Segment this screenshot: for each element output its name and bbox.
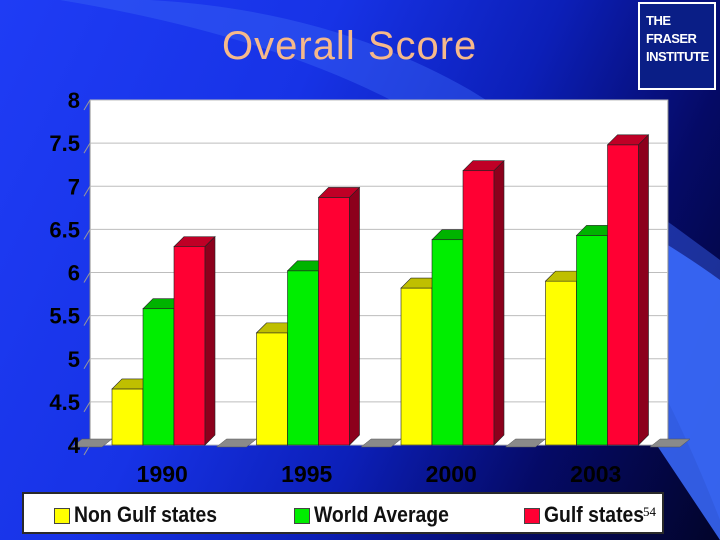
bar-front	[431, 239, 464, 446]
gridline-depth	[83, 142, 91, 154]
fraser-institute-logo: THE FRASER INSTITUTE	[638, 2, 716, 90]
logo-line-2: INSTITUTE	[646, 49, 709, 64]
gridline-depth	[83, 185, 91, 197]
legend-label-world-average: World Average	[314, 502, 449, 527]
y-axis-ticks: 4 4.5 5 5.5 6 6.5 7 7.5 8	[49, 88, 80, 458]
legend-swatch-non-gulf	[54, 508, 70, 524]
bar	[317, 186, 361, 446]
legend-label-gulf: Gulf states	[544, 502, 645, 527]
chart-legend: Non Gulf states World Average Gulf state…	[22, 492, 664, 534]
bars	[111, 134, 650, 446]
x-category-label: 2003	[570, 461, 621, 487]
y-tick-label: 4.5	[49, 390, 80, 415]
gridline-depth	[83, 401, 91, 413]
floor-slab	[649, 438, 691, 448]
y-tick-label: 5	[68, 347, 80, 372]
bar	[462, 160, 505, 446]
y-tick-label: 5.5	[49, 304, 80, 329]
bar-front	[400, 287, 433, 446]
bar-front	[256, 332, 288, 446]
bar	[606, 134, 650, 446]
slide-number: 54	[643, 504, 656, 519]
gridline-depth	[83, 99, 91, 111]
bar-side	[638, 134, 649, 446]
x-category-label: 1990	[137, 461, 188, 487]
gridline-depth	[83, 272, 91, 283]
bar-front	[111, 388, 144, 446]
y-tick-label: 8	[68, 88, 80, 113]
bar-side	[493, 160, 505, 446]
bar-front	[607, 144, 639, 446]
x-category-label: 1995	[281, 461, 332, 487]
bar-front	[173, 246, 206, 446]
gridline-depth	[83, 229, 91, 240]
logo-line-1: THE FRASER	[646, 13, 697, 46]
bar-front	[462, 170, 495, 446]
gridline-depth	[83, 315, 91, 326]
bar-side	[204, 235, 216, 446]
y-tick-label: 6	[68, 261, 80, 286]
x-category-label: 2000	[426, 461, 477, 487]
legend-swatch-world-average	[294, 508, 310, 524]
y-tick-label: 4	[68, 433, 81, 458]
legend-label-non-gulf: Non Gulf states	[74, 502, 218, 527]
y-tick-label: 7	[68, 174, 80, 199]
bar-front	[545, 280, 577, 446]
bar	[173, 235, 216, 446]
bar-front	[142, 308, 175, 446]
x-axis-categories: 1990 1995 2000 2003	[137, 461, 622, 487]
gridline-depth	[83, 358, 91, 370]
bar-side	[349, 186, 360, 446]
legend-swatch-gulf	[524, 508, 540, 524]
slide-title: Overall Score	[222, 24, 478, 68]
bar-front	[576, 235, 608, 446]
y-tick-label: 6.5	[49, 217, 80, 242]
bar-front	[318, 197, 350, 446]
y-tick-label: 7.5	[49, 131, 80, 156]
bar-front	[287, 270, 319, 446]
